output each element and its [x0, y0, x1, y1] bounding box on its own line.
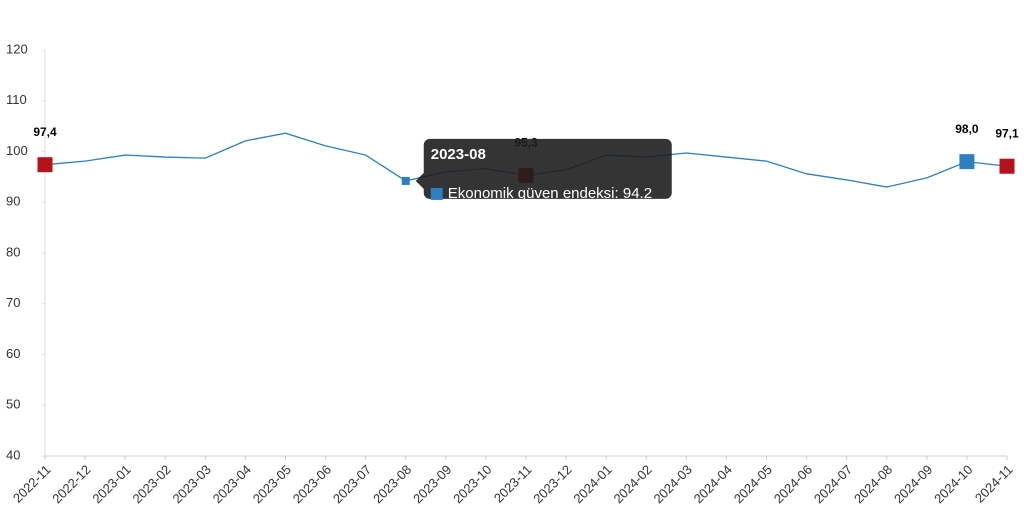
y-tick-label: 60 — [6, 346, 20, 361]
x-tick-label: 2023-11 — [491, 462, 535, 506]
y-tick-label: 80 — [6, 244, 20, 259]
x-tick-label: 2024-11 — [972, 462, 1016, 506]
x-tick-label: 2023-02 — [129, 462, 173, 506]
data-label: 97,1 — [995, 126, 1019, 140]
x-tick-label: 2023-12 — [530, 462, 574, 506]
marker — [401, 176, 410, 185]
x-tick-label: 2024-02 — [610, 462, 654, 506]
x-tick-label: 2024-03 — [651, 462, 695, 506]
data-label: 98,0 — [955, 122, 979, 136]
x-tick-label: 2023-03 — [170, 462, 214, 506]
x-tick-label: 2023-07 — [330, 462, 374, 506]
tooltip-text: Ekonomik güven endeksi: 94.2 — [448, 185, 652, 202]
y-tick-label: 90 — [6, 194, 20, 209]
x-tick-label: 2022-12 — [49, 462, 93, 506]
x-tick-label: 2023-10 — [450, 462, 494, 506]
x-tick-label: 2024-07 — [811, 462, 855, 506]
data-label: 97,4 — [33, 125, 57, 139]
y-tick-label: 50 — [6, 397, 20, 412]
y-tick-label: 70 — [6, 295, 20, 310]
marker — [37, 157, 53, 173]
x-tick-label: 2023-09 — [410, 462, 454, 506]
x-tick-label: 2024-05 — [731, 462, 775, 506]
y-tick-label: 110 — [6, 92, 27, 107]
x-tick-label: 2024-04 — [691, 462, 735, 506]
y-tick-label: 120 — [6, 41, 28, 56]
y-tick-label: 40 — [6, 447, 20, 462]
x-tick-label: 2022-11 — [10, 462, 54, 506]
x-tick-label: 2024-10 — [931, 462, 975, 506]
x-tick-label: 2023-06 — [290, 462, 334, 506]
x-tick-label: 2024-06 — [771, 462, 815, 506]
x-tick-label: 2023-08 — [370, 462, 414, 506]
tooltip-box — [415, 138, 672, 199]
tooltip-swatch — [430, 187, 443, 200]
x-tick-label: 2023-05 — [250, 462, 294, 506]
y-tick-label: 100 — [6, 143, 28, 158]
x-tick-label: 2023-04 — [210, 462, 254, 506]
marker — [959, 154, 975, 170]
marker — [999, 158, 1015, 174]
x-tick-label: 2024-08 — [851, 462, 895, 506]
tooltip: 2023-08 Ekonomik güven endeksi: 94.2 — [415, 138, 672, 202]
tooltip-title: 2023-08 — [431, 146, 486, 163]
x-tick-label: 2023-01 — [89, 462, 133, 506]
x-tick-label: 2024-01 — [570, 462, 614, 506]
x-tick-label: 2024-09 — [891, 462, 935, 506]
